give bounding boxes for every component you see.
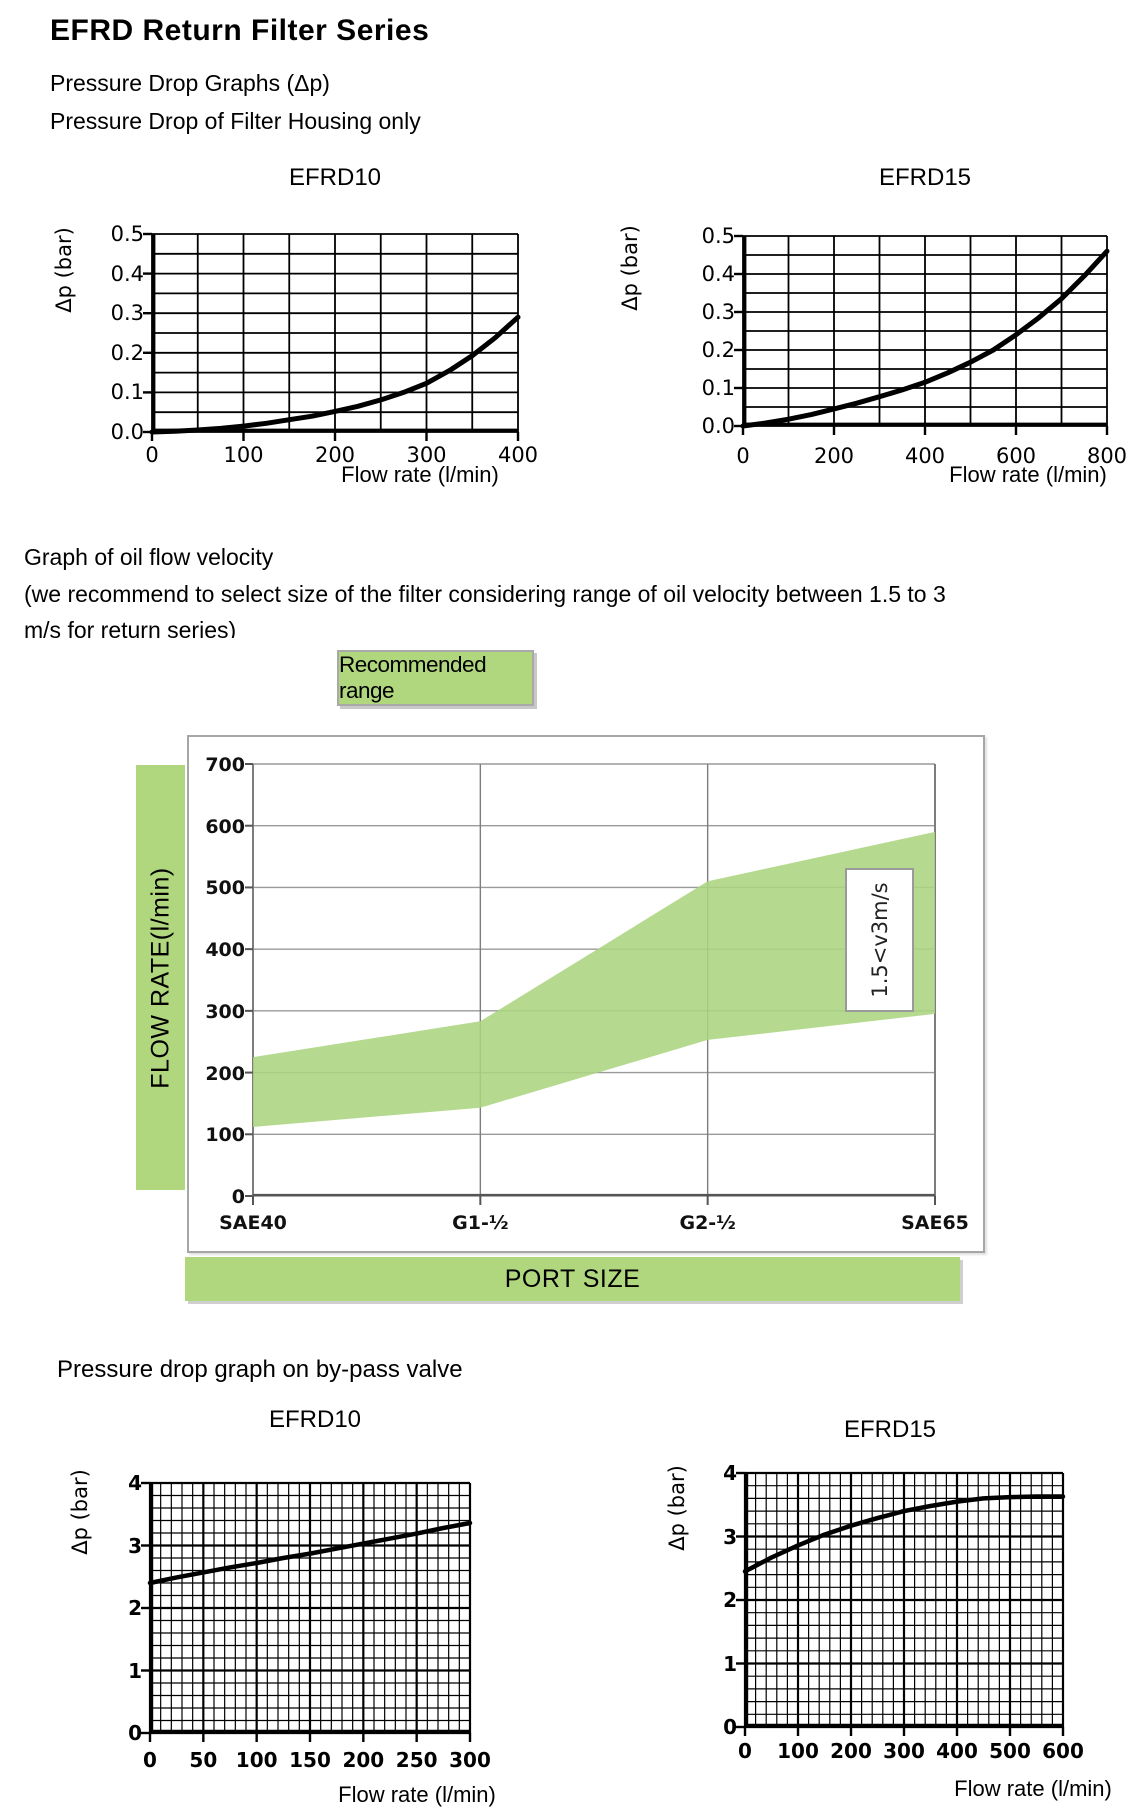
x-tick-label: 300 [406, 443, 447, 467]
bypass-section-heading: Pressure drop graph on by-pass valve [57, 1356, 463, 1383]
chart-title: EFRD15 [878, 164, 972, 191]
y-tick-label: 0.1 [701, 376, 735, 400]
x-tick-label: 600 [1042, 1739, 1084, 1763]
x-tick-label: 200 [830, 1739, 872, 1763]
y-axis-tick-labels: 0 1 2 3 4 [677, 1461, 737, 1739]
y-tick-label: 4 [128, 1471, 142, 1495]
x-axis-label: Flow rate (l/min) [949, 462, 1107, 487]
velocity-range-annotation-text: 1.5<v3m/s [867, 882, 892, 998]
y-tick-label: 3 [723, 1524, 737, 1549]
x-tick-label: 50 [189, 1748, 218, 1772]
port-size-tick-label: SAE40 [219, 1212, 287, 1234]
subtitle-housing-only: Pressure Drop of Filter Housing only [50, 108, 421, 134]
flow-rate-axis-bar: FLOW RATE(l/min) [136, 765, 185, 1190]
x-axis-label: Flow rate (l/min) [338, 1782, 496, 1807]
x-axis-label: Flow rate (l/min) [341, 462, 499, 487]
x-tick-label: 400 [936, 1739, 978, 1763]
chart-title: EFRD15 [843, 1416, 937, 1443]
flow-rate-tick-label: 200 [205, 1062, 245, 1085]
flow-rate-tick-label: 700 [205, 754, 245, 776]
port-size-axis-bar: PORT SIZE [185, 1257, 960, 1301]
x-axis-label: Flow rate (l/min) [954, 1776, 1112, 1801]
x-tick-label: 200 [314, 443, 356, 467]
x-tick-label: 600 [995, 444, 1037, 468]
y-tick-label: 0 [128, 1721, 142, 1745]
x-tick-label: 100 [777, 1739, 819, 1763]
recommended-range-badge: Recommended range [337, 650, 534, 706]
y-tick-label: 0.4 [701, 262, 735, 286]
flow-rate-tick-label: 0 [231, 1186, 245, 1208]
efrd15-bypass-plot [736, 1471, 1066, 1736]
y-tick-label: 0.5 [701, 224, 735, 248]
flow-rate-tick-label: 100 [205, 1124, 245, 1147]
y-tick-label: 0.3 [701, 300, 735, 324]
x-tick-label: 250 [395, 1748, 438, 1772]
x-tick-label: 150 [289, 1748, 331, 1772]
subtitle-pressure-drop-graphs: Pressure Drop Graphs (Δp) [50, 70, 330, 96]
port-size-tick-label: G1-½ [452, 1212, 509, 1234]
y-tick-label: 0.2 [701, 338, 735, 362]
velocity-range-annotation: 1.5<v3m/s [845, 868, 914, 1012]
y-tick-label: 0 [723, 1715, 737, 1739]
x-tick-label: 400 [497, 443, 539, 467]
y-tick-label: 3 [128, 1533, 142, 1558]
y-tick-label: 0.4 [110, 261, 144, 286]
flow-rate-tick-label: 500 [205, 877, 245, 900]
x-tick-label: 0 [738, 1739, 752, 1763]
x-tick-label: 0 [145, 443, 159, 467]
x-tick-label: 300 [883, 1739, 925, 1763]
y-tick-label: 0.2 [110, 340, 144, 365]
x-tick-label: 800 [1086, 444, 1128, 468]
x-tick-label: 100 [223, 443, 264, 467]
port-size-axis-label: PORT SIZE [504, 1264, 641, 1293]
y-tick-label: 1 [128, 1658, 142, 1683]
x-tick-label: 500 [989, 1739, 1031, 1763]
y-tick-label: 0.0 [110, 420, 144, 444]
y-axis-tick-labels: 0 1 2 3 4 [82, 1471, 142, 1745]
x-tick-label: 200 [813, 444, 855, 468]
y-tick-label: 0.5 [110, 222, 144, 246]
x-tick-label: 300 [449, 1748, 491, 1772]
flow-rate-tick-label: 400 [205, 939, 245, 962]
x-tick-label: 0 [143, 1748, 157, 1772]
x-tick-label: 400 [904, 444, 946, 468]
chart-title: EFRD10 [288, 164, 382, 191]
x-tick-label: 100 [235, 1748, 278, 1772]
y-tick-label: 2 [723, 1588, 737, 1612]
flow-velocity-y-tick-labels: 0 100 200 300 400 500 600 700 [187, 754, 245, 1208]
velocity-heading: Graph of oil flow velocity [24, 544, 274, 570]
velocity-note-line2-clipped: m/s for return series) [24, 617, 237, 638]
y-tick-label: 0.1 [110, 380, 144, 405]
efrd10-bypass-plot [141, 1481, 473, 1742]
page-title: EFRD Return Filter Series [50, 14, 430, 47]
y-tick-label: 0.0 [701, 414, 735, 438]
port-size-tick-label: SAE65 [901, 1212, 969, 1234]
y-axis-label: Δp (bar) [618, 225, 642, 311]
y-axis-label: Δp (bar) [52, 227, 76, 313]
y-axis-tick-labels: 0.0 0.1 0.2 0.3 0.4 0.5 [675, 224, 735, 438]
y-tick-label: 2 [128, 1596, 142, 1620]
y-axis-tick-labels: 0.0 0.1 0.2 0.3 0.4 0.5 [84, 222, 144, 444]
flow-rate-tick-label: 600 [205, 815, 245, 838]
y-tick-label: 1 [723, 1651, 737, 1676]
efrd15-housing-plot [734, 234, 1110, 435]
y-tick-label: 0.3 [110, 301, 144, 326]
port-size-tick-label: G2-½ [679, 1212, 736, 1234]
chart-title: EFRD10 [268, 1406, 362, 1433]
y-tick-label: 4 [723, 1461, 737, 1485]
x-tick-label: 0 [736, 444, 750, 468]
flow-rate-axis-label: FLOW RATE(l/min) [146, 866, 174, 1089]
efrd10-housing-plot [143, 232, 521, 441]
recommended-range-label: Recommended range [339, 652, 487, 703]
flow-velocity-band-plot [245, 763, 936, 1205]
velocity-note-line1: (we recommend to select size of the filt… [24, 581, 946, 607]
x-tick-label: 200 [342, 1748, 385, 1772]
flow-rate-tick-label: 300 [205, 1000, 245, 1023]
